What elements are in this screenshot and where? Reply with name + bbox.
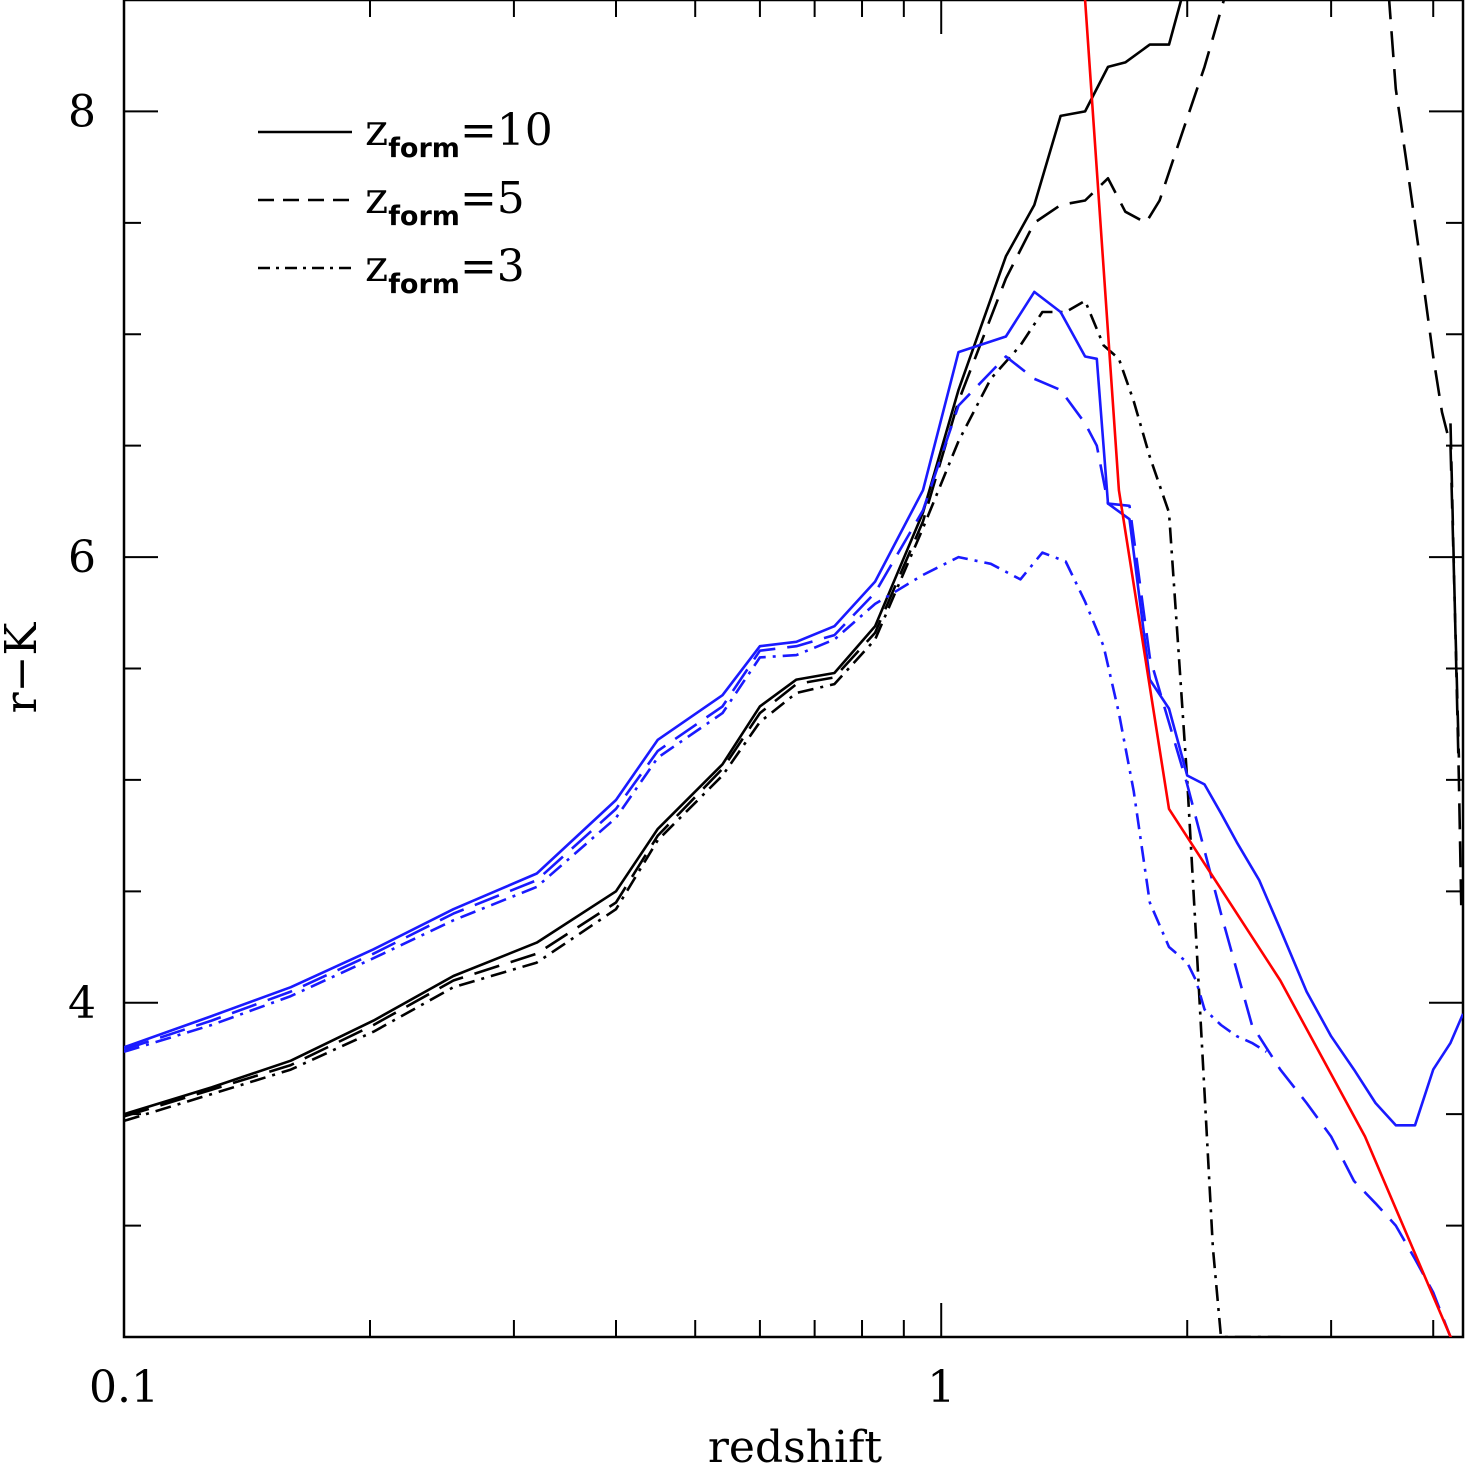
series-line-2 [1387, 0, 1461, 758]
series-line-4 [124, 299, 1281, 1337]
series-group [124, 0, 1463, 1337]
y-tick-label: 4 [68, 978, 96, 1029]
legend-value: =10 [460, 105, 553, 156]
legend-value: =3 [460, 241, 525, 292]
y-tick-label: 8 [68, 86, 96, 137]
series-line-3 [1449, 423, 1463, 914]
y-axis-label: r−K [0, 621, 47, 713]
legend-sub: form [388, 201, 460, 232]
legend: zform=10 zform=5 zform=3 [258, 105, 553, 300]
series-line-5 [124, 290, 1463, 1127]
legend-sub: form [388, 269, 460, 300]
legend-sub: form [388, 133, 460, 164]
series-line-1 [124, 0, 1226, 1118]
y-tick-label: 6 [68, 532, 96, 583]
legend-label-zform-5: zform=5 [365, 173, 525, 232]
legend-base: z [365, 173, 388, 224]
series-line-7 [124, 551, 1268, 1054]
series-line-8 [1083, 0, 1453, 1337]
legend-label-zform-10: zform=10 [365, 105, 553, 164]
minor-ticks [123, 0, 1463, 1337]
legend-base: z [365, 105, 388, 156]
plot-frame [122, 0, 1465, 1339]
x-tick-label: 0.1 [89, 1362, 159, 1413]
series-line-0 [124, 0, 1183, 1116]
legend-label-zform-3: zform=3 [365, 241, 525, 300]
tick-labels: 0.1 1 4 6 8 [68, 86, 955, 1413]
x-tick-label: 1 [927, 1362, 955, 1413]
legend-base: z [365, 241, 388, 292]
legend-value: =5 [460, 173, 525, 224]
series-line-6 [124, 355, 1452, 1337]
x-axis-label: redshift [708, 1422, 883, 1465]
